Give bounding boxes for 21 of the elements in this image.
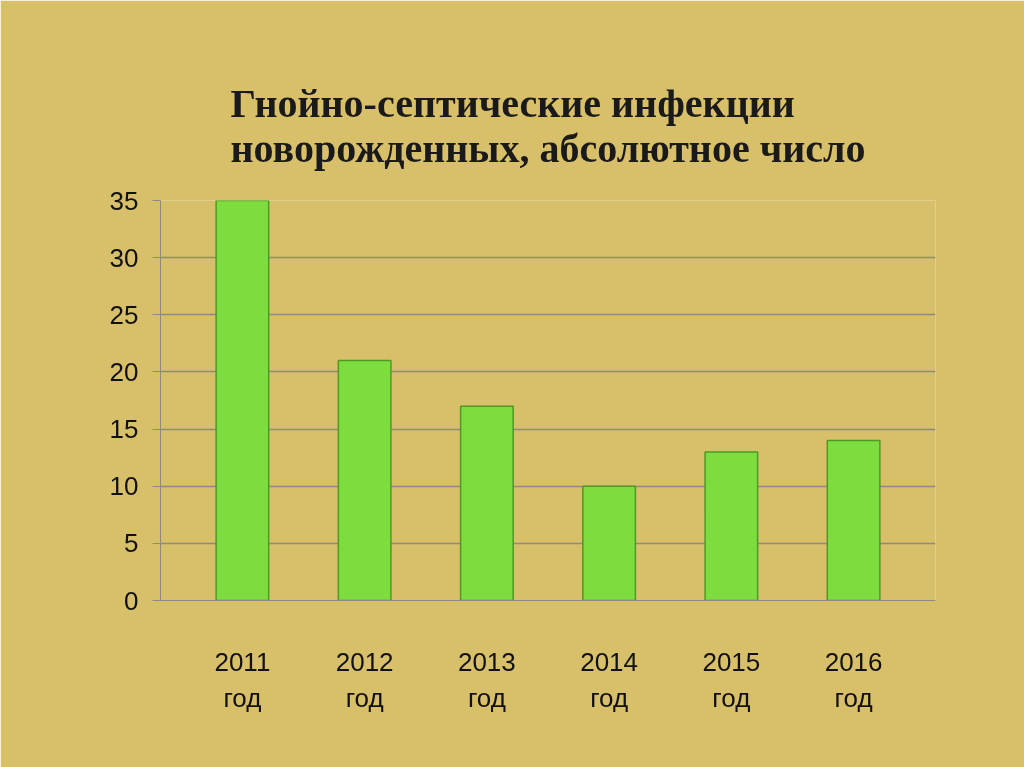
x-tick-label: 2014 год <box>580 646 639 713</box>
x-tick-label: 2012 год <box>335 646 394 713</box>
y-tick-label: 15 <box>109 414 139 445</box>
x-tick-label: 2013 год <box>457 646 516 713</box>
bar <box>582 485 637 601</box>
x-tick-label: 2015 год <box>702 646 761 713</box>
bar <box>337 359 392 601</box>
chart-title: Гнойно-септические инфекции новорожденных, абсолютное число <box>230 80 866 171</box>
bar <box>459 405 514 601</box>
x-tick-label: 2011 год <box>214 646 271 713</box>
y-tick-label: 25 <box>109 299 139 330</box>
bar <box>215 200 270 601</box>
x-tick-label: 2016 год <box>824 646 883 713</box>
bar <box>704 451 759 601</box>
y-tick-label: 10 <box>109 471 139 502</box>
y-tick-label: 30 <box>109 242 139 273</box>
y-tick-label: 5 <box>124 528 139 559</box>
bar <box>826 439 881 601</box>
y-tick-label: 20 <box>109 356 139 387</box>
y-tick-label: 0 <box>124 585 139 616</box>
y-tick-label: 35 <box>109 185 139 216</box>
